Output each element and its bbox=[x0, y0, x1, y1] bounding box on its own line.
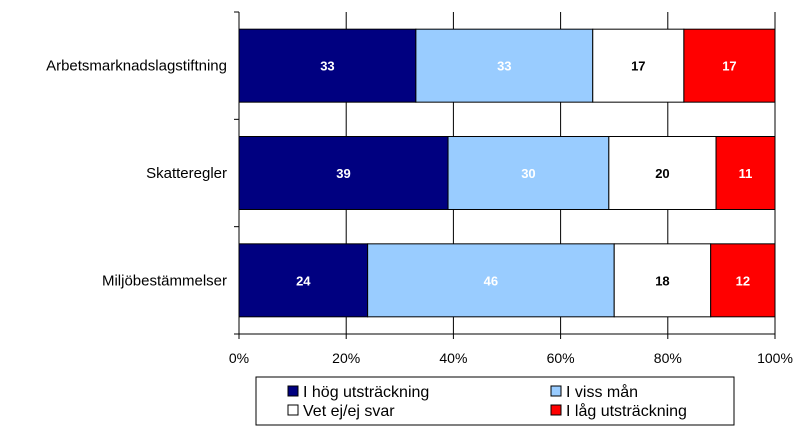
legend-swatch bbox=[287, 404, 299, 416]
bar-i-viss-man bbox=[415, 28, 594, 103]
bar-i-lag-utstrackning bbox=[715, 136, 776, 210]
x-tick-label: 80% bbox=[654, 350, 682, 366]
x-tick-label: 0% bbox=[229, 350, 249, 366]
axes bbox=[234, 11, 776, 339]
legend-label: I låg utsträckning bbox=[566, 402, 687, 420]
data-label: 17 bbox=[631, 59, 645, 74]
x-tick-label: 100% bbox=[757, 350, 793, 366]
data-label: 18 bbox=[655, 273, 669, 288]
category-label: Miljöbestämmelser bbox=[102, 272, 227, 289]
category-label: Arbetsmarknadslagstiftning bbox=[46, 58, 227, 75]
x-tick-label: 40% bbox=[439, 350, 467, 366]
legend: I hög utsträckning I viss mån Vet ej/ej sv… bbox=[255, 376, 735, 426]
bar-vet-ej-ej-svar bbox=[608, 136, 717, 210]
x-tick-labels: 0% 20% 40% 60% 80% 100% bbox=[229, 350, 793, 366]
data-label: 33 bbox=[497, 59, 511, 74]
legend-box bbox=[255, 376, 735, 426]
legend-swatch bbox=[550, 404, 562, 416]
bar-i-lag-utstrackning bbox=[710, 243, 776, 318]
bar-i-viss-man bbox=[367, 243, 615, 318]
data-label: 46 bbox=[484, 273, 498, 288]
data-label: 11 bbox=[739, 166, 753, 181]
bar-vet-ej-ej-svar bbox=[613, 243, 712, 318]
data-label: 39 bbox=[336, 166, 350, 181]
bars: 33 33 17 17 39 30 20 11 24 46 18 12 bbox=[238, 28, 776, 318]
legend-swatch bbox=[287, 385, 299, 397]
bar-i-hog-utstrackning bbox=[238, 28, 417, 103]
bar-i-hog-utstrackning bbox=[238, 243, 369, 318]
legend-label: I viss mån bbox=[566, 383, 638, 401]
data-label: 33 bbox=[320, 59, 334, 74]
x-tick-label: 60% bbox=[547, 350, 575, 366]
data-label: 20 bbox=[655, 166, 669, 181]
bar-vet-ej-ej-svar bbox=[592, 28, 685, 103]
bar-i-hog-utstrackning bbox=[238, 136, 449, 210]
data-label: 12 bbox=[736, 273, 750, 288]
legend-swatch bbox=[550, 385, 562, 397]
bar-i-viss-man bbox=[447, 136, 610, 210]
legend-label: I hög utsträckning bbox=[303, 384, 429, 401]
data-label: 24 bbox=[296, 273, 311, 288]
category-labels: Arbetsmarknadslagstiftning Skatteregler Mi… bbox=[46, 58, 227, 290]
data-label: 17 bbox=[722, 59, 736, 74]
bar-i-lag-utstrackning bbox=[683, 28, 776, 103]
data-label: 30 bbox=[521, 166, 535, 181]
category-label: Skatteregler bbox=[146, 165, 227, 182]
legend-label: Vet ej/ej svar bbox=[303, 403, 395, 420]
x-tick-label: 20% bbox=[332, 350, 360, 366]
